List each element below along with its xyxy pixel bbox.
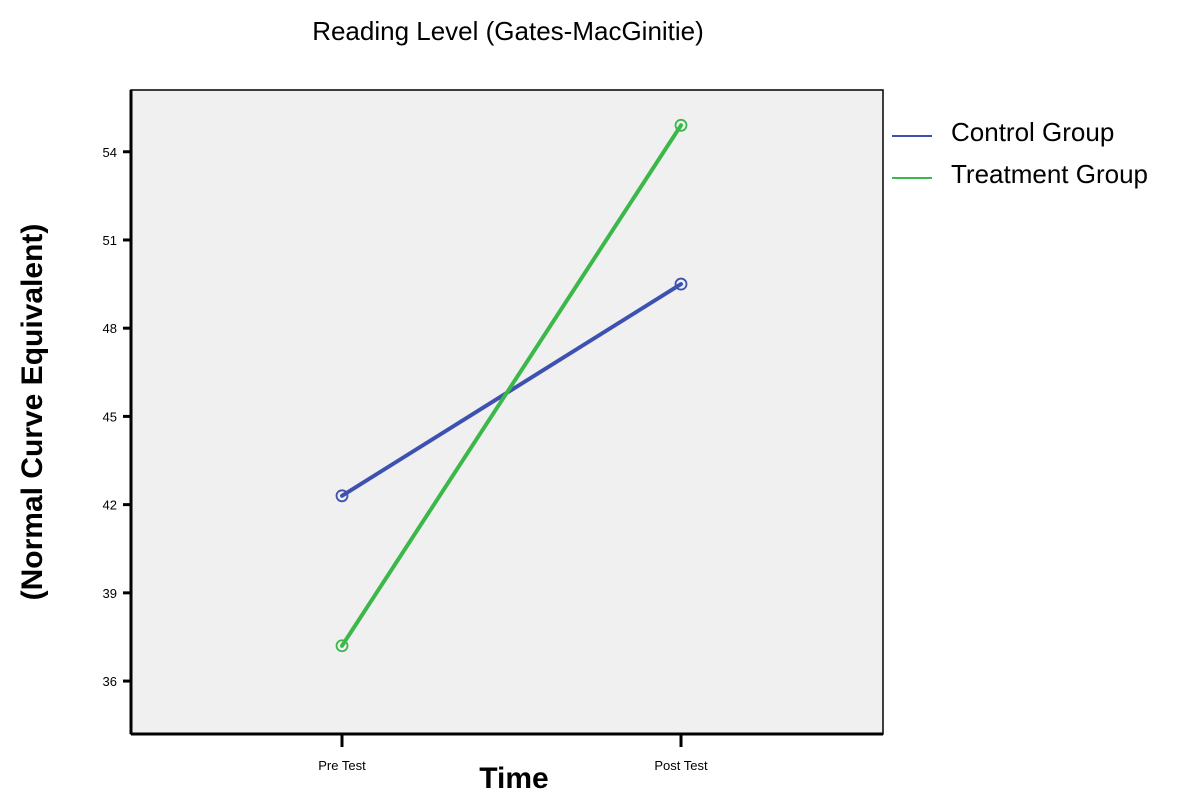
- y-tick-label: 39: [103, 586, 117, 601]
- x-axis-ticks: Pre Test Post Test: [318, 734, 708, 773]
- data-point: [335, 639, 349, 653]
- chart-title: Reading Level (Gates-MacGinitie): [312, 16, 704, 46]
- data-point: [674, 118, 688, 132]
- legend: Control Group Treatment Group: [892, 117, 1148, 189]
- x-axis-title: Time: [479, 762, 548, 793]
- y-axis-ticks: 36 39 42 45 48 51 54: [103, 145, 131, 689]
- series-line-0: [340, 282, 683, 498]
- series-line-1: [340, 123, 683, 648]
- y-tick-label: 42: [103, 498, 117, 513]
- y-tick-label: 45: [103, 409, 117, 424]
- y-tick-label: 48: [103, 321, 117, 336]
- x-tick-label: Pre Test: [318, 758, 366, 773]
- y-axis-title: (Normal Curve Equivalent): [16, 224, 49, 601]
- data-point: [674, 277, 688, 291]
- data-point: [335, 489, 349, 503]
- x-tick-label: Post Test: [654, 758, 708, 773]
- series-layer: [335, 118, 688, 653]
- plot-area: [130, 89, 884, 735]
- y-tick-label: 54: [103, 145, 117, 160]
- y-tick-label: 51: [103, 233, 117, 248]
- legend-label: Control Group: [951, 117, 1114, 147]
- y-tick-label: 36: [103, 674, 117, 689]
- legend-label: Treatment Group: [951, 159, 1148, 189]
